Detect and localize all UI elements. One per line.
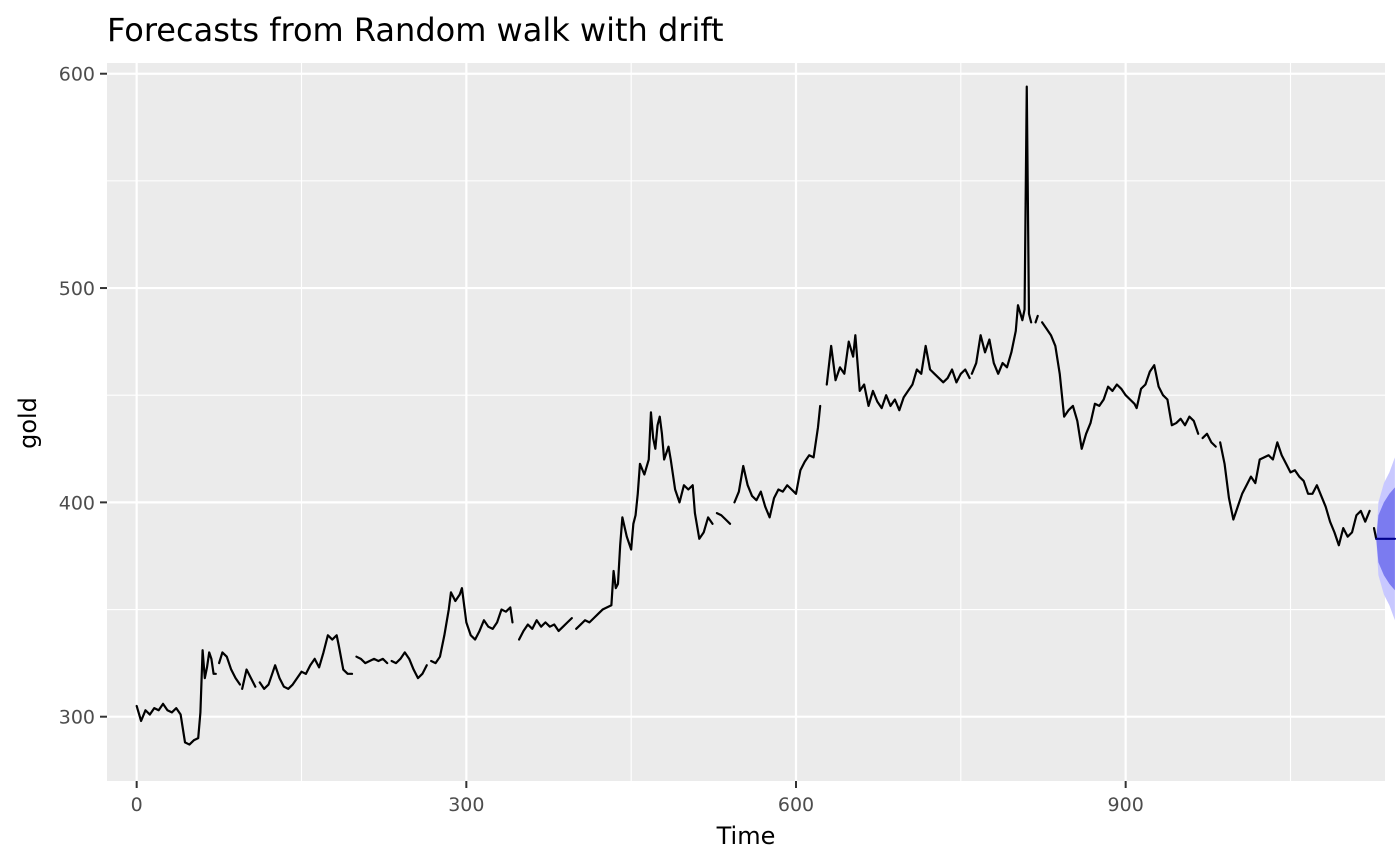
- observed-series-segment: [135, 649, 217, 746]
- observed-series-segment: [1034, 314, 1039, 324]
- observed-series-segment: [825, 334, 971, 412]
- y-axis-title: gold: [14, 397, 42, 449]
- series-lines: [135, 85, 1396, 746]
- observed-series-segment: [258, 634, 354, 690]
- y-tick-label: 400: [59, 492, 95, 514]
- observed-series-segment: [217, 651, 242, 686]
- x-tick-label: 600: [778, 794, 814, 816]
- observed-series-segment: [241, 668, 257, 690]
- observed-series-segment: [575, 411, 714, 630]
- observed-series-segment: [1372, 526, 1378, 540]
- observed-series-segment: [355, 655, 389, 665]
- x-axis-ticks: 0 300 600 900: [131, 781, 1144, 816]
- y-axis-ticks: 300 400 500 600: [59, 64, 107, 729]
- x-tick-label: 900: [1108, 794, 1144, 816]
- minor-gridlines: [107, 63, 1385, 781]
- y-tick-label: 500: [59, 278, 95, 300]
- y-tick-label: 600: [59, 64, 95, 86]
- x-axis-title: Time: [716, 822, 776, 850]
- x-tick-label: 300: [448, 794, 484, 816]
- observed-series-segment: [970, 85, 1033, 375]
- observed-series-segment: [733, 404, 822, 519]
- observed-series-segment: [1201, 432, 1217, 448]
- observed-series-segment: [517, 617, 573, 641]
- observed-series-segment: [430, 587, 514, 665]
- major-gridlines: [107, 63, 1385, 781]
- chart-title: Forecasts from Random walk with drift: [107, 11, 724, 49]
- observed-series-segment: [390, 651, 428, 680]
- observed-series-segment: [1219, 441, 1371, 547]
- observed-series-segment: [1041, 321, 1200, 450]
- observed-series-segment: [715, 511, 732, 525]
- y-tick-label: 300: [59, 707, 95, 729]
- x-tick-label: 0: [131, 794, 143, 816]
